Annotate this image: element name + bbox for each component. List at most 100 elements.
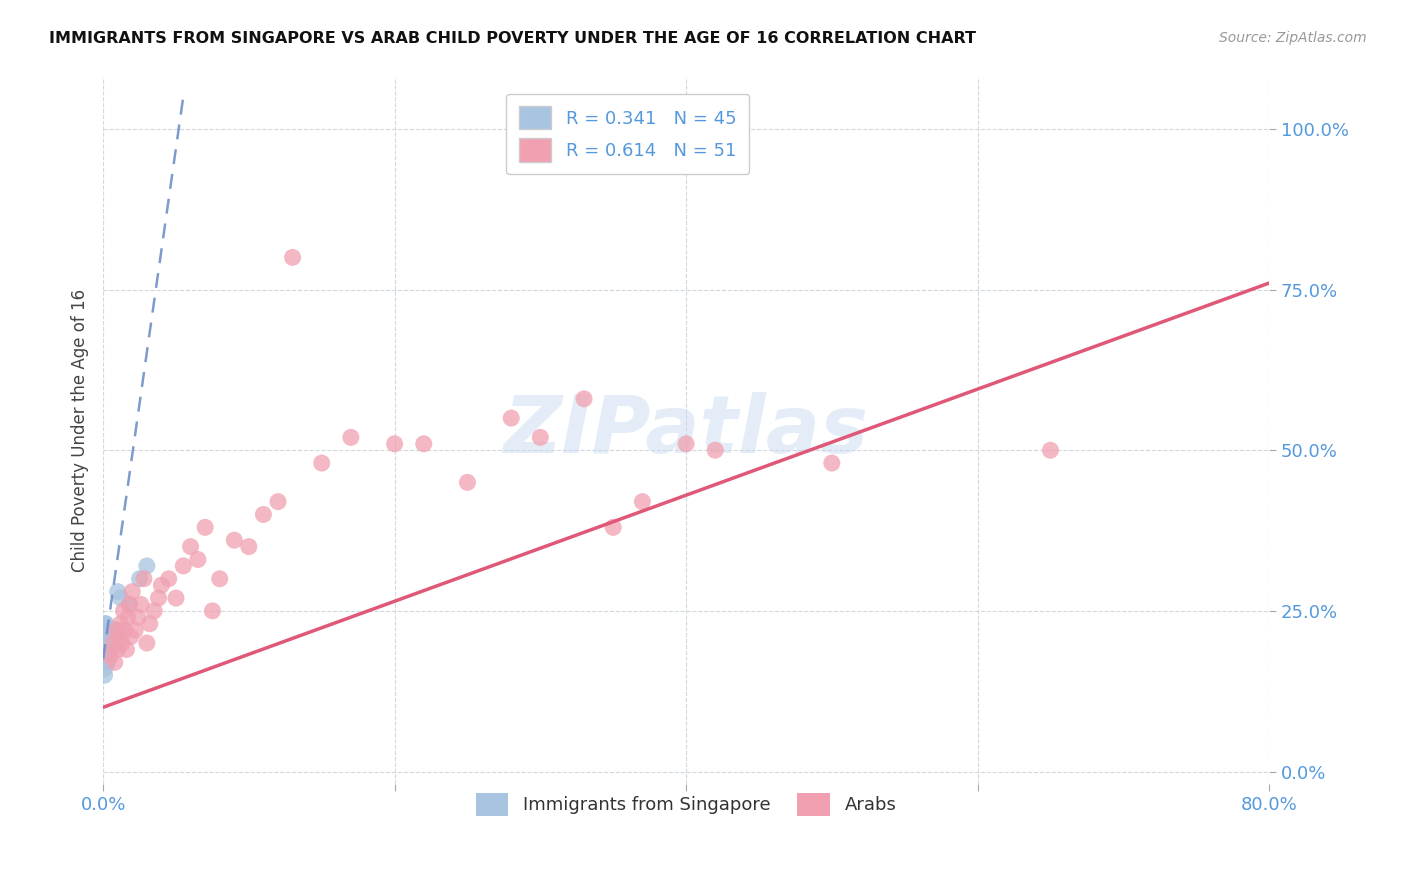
Point: [101, 636, 124, 650]
Point: [100, 623, 122, 637]
Point: [602, 520, 624, 534]
Point: [93, 636, 115, 650]
Point: [631, 494, 654, 508]
Point: [93, 616, 115, 631]
Point: [135, 558, 157, 573]
Point: [103, 636, 125, 650]
Point: [105, 623, 128, 637]
Point: [93, 648, 115, 663]
Point: [94, 616, 117, 631]
Point: [172, 558, 194, 573]
Point: [93, 630, 115, 644]
Point: [93, 668, 115, 682]
Point: [96, 642, 118, 657]
Point: [100, 648, 122, 663]
Point: [572, 392, 595, 406]
Text: IMMIGRANTS FROM SINGAPORE VS ARAB CHILD POVERTY UNDER THE AGE OF 16 CORRELATION : IMMIGRANTS FROM SINGAPORE VS ARAB CHILD …: [49, 31, 976, 46]
Point: [94, 642, 117, 657]
Point: [96, 630, 118, 644]
Point: [94, 648, 117, 663]
Point: [124, 623, 146, 637]
Point: [110, 591, 132, 605]
Point: [675, 437, 697, 451]
Point: [114, 623, 136, 637]
Point: [107, 584, 129, 599]
Point: [821, 456, 844, 470]
Point: [112, 604, 135, 618]
Point: [97, 630, 120, 644]
Point: [97, 642, 120, 657]
Point: [93, 636, 115, 650]
Point: [93, 642, 115, 657]
Point: [165, 591, 187, 605]
Point: [118, 598, 141, 612]
Point: [501, 411, 523, 425]
Point: [96, 656, 118, 670]
Point: [118, 598, 141, 612]
Point: [281, 251, 304, 265]
Point: [148, 591, 170, 605]
Point: [238, 540, 260, 554]
Point: [104, 630, 127, 644]
Point: [108, 630, 131, 644]
Point: [94, 642, 117, 657]
Point: [180, 540, 202, 554]
Point: [129, 598, 152, 612]
Point: [194, 520, 217, 534]
Point: [252, 508, 274, 522]
Point: [107, 642, 129, 657]
Point: [384, 437, 406, 451]
Point: [132, 572, 155, 586]
Point: [267, 494, 290, 508]
Point: [529, 430, 551, 444]
Text: ZIPatlas: ZIPatlas: [503, 392, 869, 470]
Point: [94, 656, 117, 670]
Point: [311, 456, 333, 470]
Point: [340, 430, 363, 444]
Point: [704, 443, 727, 458]
Point: [103, 636, 125, 650]
Point: [93, 623, 115, 637]
Point: [101, 630, 124, 644]
Point: [96, 636, 118, 650]
Point: [187, 552, 209, 566]
Point: [100, 630, 122, 644]
Y-axis label: Child Poverty Under the Age of 16: Child Poverty Under the Age of 16: [72, 289, 89, 573]
Point: [139, 616, 162, 631]
Text: Source: ZipAtlas.com: Source: ZipAtlas.com: [1219, 31, 1367, 45]
Point: [110, 616, 132, 631]
Point: [104, 656, 127, 670]
Point: [93, 662, 115, 676]
Point: [111, 636, 134, 650]
Point: [208, 572, 231, 586]
Point: [120, 630, 142, 644]
Point: [127, 610, 149, 624]
Point: [97, 623, 120, 637]
Point: [93, 656, 115, 670]
Point: [103, 623, 125, 637]
Legend: Immigrants from Singapore, Arabs: Immigrants from Singapore, Arabs: [467, 784, 905, 825]
Point: [157, 572, 180, 586]
Point: [150, 578, 173, 592]
Point: [456, 475, 478, 490]
Point: [94, 623, 117, 637]
Point: [121, 584, 143, 599]
Point: [100, 642, 122, 657]
Point: [117, 610, 139, 624]
Point: [96, 636, 118, 650]
Point: [105, 623, 128, 637]
Point: [115, 642, 138, 657]
Point: [135, 636, 157, 650]
Point: [97, 636, 120, 650]
Point: [1039, 443, 1062, 458]
Point: [143, 604, 166, 618]
Point: [94, 630, 117, 644]
Point: [96, 623, 118, 637]
Point: [412, 437, 434, 451]
Point: [201, 604, 224, 618]
Point: [94, 636, 117, 650]
Point: [96, 648, 118, 663]
Point: [224, 533, 246, 548]
Point: [128, 572, 150, 586]
Point: [94, 623, 117, 637]
